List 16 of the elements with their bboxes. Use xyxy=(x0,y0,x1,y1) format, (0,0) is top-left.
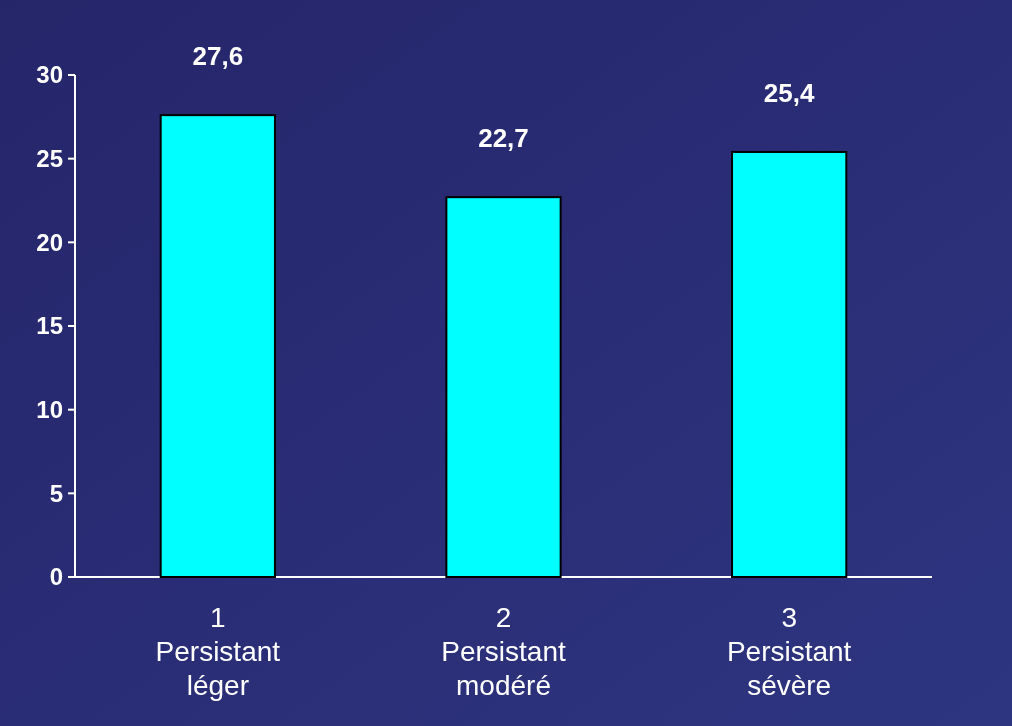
y-tick-label: 10 xyxy=(36,396,63,424)
y-tick-label: 30 xyxy=(36,61,63,89)
bar xyxy=(159,114,276,578)
bar xyxy=(731,150,848,578)
data-label: 22,7 xyxy=(478,123,529,154)
y-tick-label: 25 xyxy=(36,145,63,173)
y-tick-label: 0 xyxy=(49,563,63,591)
y-tick-label: 15 xyxy=(36,312,63,340)
y-tick-label: 20 xyxy=(36,228,63,256)
bar xyxy=(445,196,562,578)
x-tick-label: 2 Persistant modéré xyxy=(441,602,566,701)
data-label: 27,6 xyxy=(192,41,244,72)
data-label: 25,4 xyxy=(763,77,816,108)
y-tick-label: 5 xyxy=(49,479,63,507)
x-tick-label: 3 Persistant sévère xyxy=(726,602,852,701)
x-tick-label: 1 Persistant léger xyxy=(155,602,281,701)
